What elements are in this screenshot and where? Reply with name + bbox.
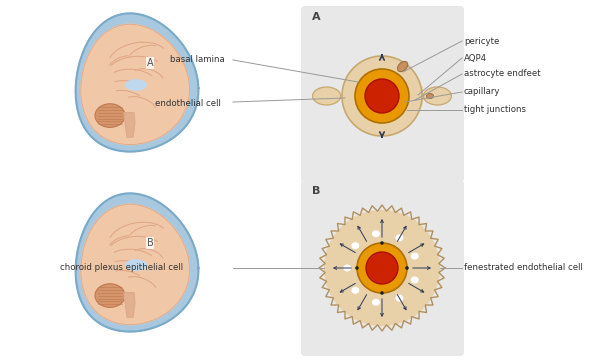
Ellipse shape bbox=[352, 287, 359, 294]
Circle shape bbox=[357, 243, 407, 293]
Polygon shape bbox=[124, 293, 135, 317]
Circle shape bbox=[365, 79, 399, 113]
Text: endothelial cell: endothelial cell bbox=[155, 99, 221, 108]
Ellipse shape bbox=[343, 265, 351, 271]
Ellipse shape bbox=[398, 62, 408, 72]
Ellipse shape bbox=[372, 230, 380, 237]
Circle shape bbox=[380, 241, 384, 245]
Circle shape bbox=[366, 252, 398, 284]
Ellipse shape bbox=[95, 284, 125, 307]
Circle shape bbox=[380, 291, 384, 295]
Text: choroid plexus epithelial cell: choroid plexus epithelial cell bbox=[60, 264, 183, 273]
Circle shape bbox=[355, 69, 409, 123]
Ellipse shape bbox=[372, 299, 380, 306]
Text: basal lamina: basal lamina bbox=[170, 55, 225, 64]
Ellipse shape bbox=[125, 79, 147, 91]
Circle shape bbox=[342, 56, 422, 136]
Circle shape bbox=[405, 266, 409, 270]
Ellipse shape bbox=[95, 104, 125, 127]
Polygon shape bbox=[81, 204, 190, 325]
Ellipse shape bbox=[395, 234, 403, 241]
Ellipse shape bbox=[125, 259, 147, 271]
Text: A: A bbox=[146, 58, 154, 68]
Polygon shape bbox=[124, 113, 135, 137]
Bar bbox=[422, 87, 424, 105]
Polygon shape bbox=[76, 13, 199, 152]
Ellipse shape bbox=[395, 294, 403, 302]
Text: astrocyte endfeet: astrocyte endfeet bbox=[464, 69, 541, 78]
Polygon shape bbox=[76, 193, 199, 332]
Ellipse shape bbox=[411, 276, 419, 283]
Text: capillary: capillary bbox=[464, 87, 500, 96]
Text: B: B bbox=[312, 186, 320, 196]
Text: pericyte: pericyte bbox=[464, 36, 499, 45]
Text: tight junctions: tight junctions bbox=[464, 105, 526, 114]
Text: AQP4: AQP4 bbox=[464, 54, 487, 63]
Circle shape bbox=[324, 210, 440, 326]
Bar bbox=[342, 87, 343, 105]
Text: A: A bbox=[312, 12, 320, 22]
Ellipse shape bbox=[313, 87, 341, 105]
Polygon shape bbox=[81, 24, 190, 145]
Ellipse shape bbox=[352, 242, 359, 249]
Ellipse shape bbox=[424, 87, 451, 105]
Ellipse shape bbox=[427, 94, 433, 99]
Circle shape bbox=[355, 266, 359, 270]
Text: B: B bbox=[146, 238, 154, 248]
FancyBboxPatch shape bbox=[301, 6, 464, 182]
Text: fenestrated endothelial cell: fenestrated endothelial cell bbox=[464, 264, 583, 273]
Ellipse shape bbox=[411, 253, 419, 260]
FancyBboxPatch shape bbox=[301, 180, 464, 356]
